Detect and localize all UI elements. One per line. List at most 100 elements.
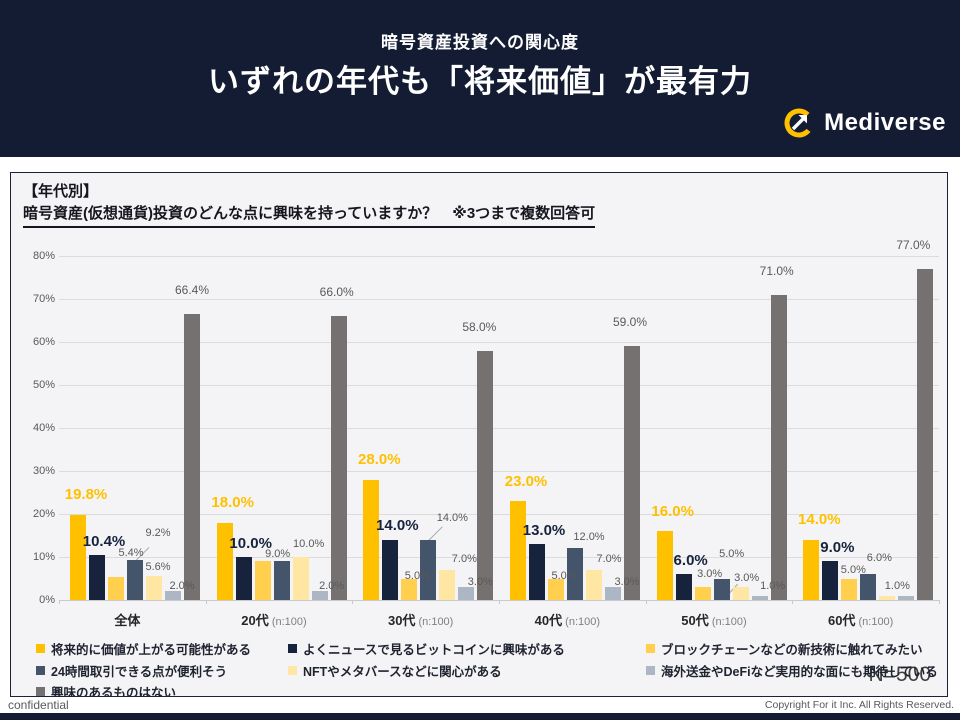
category-label: 30代 (n:100) (388, 610, 453, 630)
bar-value-label: 9.2% (145, 526, 171, 539)
bar-value-label: 10.4% (82, 532, 126, 550)
bar-value-label: 12.0% (573, 530, 605, 543)
legend-item: 海外送金やDeFiなど実用的な面にも期待している (646, 661, 938, 680)
bar-value-label: 2.0% (319, 579, 345, 592)
category-label: 20代 (n:100) (241, 610, 306, 630)
bar-value-label: 14.0% (798, 511, 841, 529)
legend-item: NFTやメタバースなどに関心がある (288, 661, 502, 680)
legend-label: 海外送金やDeFiなど実用的な面にも期待している (661, 665, 938, 679)
bar-series2-group0 (108, 576, 124, 600)
x-axis-tick (645, 600, 647, 604)
chart-heading-line1: 【年代別】 (23, 183, 99, 200)
category-name: 20代 (241, 613, 269, 628)
gridline (59, 256, 939, 257)
bar-series0-group4 (656, 531, 673, 600)
category-sample-size: (n:100) (562, 616, 601, 628)
y-axis-tick-label: 20% (32, 508, 55, 520)
bar-value-label: 3.0% (697, 567, 723, 580)
legend-swatch (646, 644, 655, 653)
bar-series1-group0 (89, 555, 105, 600)
bar-value-label: 71.0% (759, 263, 794, 278)
bar-value-label: 7.0% (451, 553, 477, 566)
bar-value-label: 18.0% (211, 494, 254, 512)
bar-series6-group1 (330, 316, 347, 600)
x-axis-tick (499, 600, 500, 604)
bar-series0-group0 (70, 514, 86, 600)
bar-value-label: 10.0% (229, 534, 272, 552)
bar-value-label: 3.0% (734, 571, 760, 584)
bar-series0-group1 (216, 522, 233, 600)
legend-swatch (646, 666, 655, 675)
bar-series4-group2 (439, 569, 456, 600)
x-axis-tick (205, 600, 207, 604)
legend-item: 将来的に価値が上がる可能性がある (36, 639, 251, 658)
gridline (59, 514, 939, 515)
logo-text: Mediverse (824, 109, 946, 136)
bar-series4-group5 (879, 595, 896, 600)
legend-label: NFTやメタバースなどに関心がある (303, 665, 502, 679)
legend-label: よくニュースで見るビットコインに興味がある (303, 643, 565, 657)
category-sample-size: (n:100) (268, 616, 307, 628)
bar-value-label: 66.4% (174, 283, 210, 298)
legend-swatch (288, 666, 297, 675)
y-axis-tick-label: 70% (32, 293, 55, 305)
bar-series0-group2 (363, 479, 380, 600)
bar-value-label: 5.0% (404, 570, 430, 582)
category-name: 40代 (534, 613, 563, 628)
bar-value-label: 77.0% (896, 237, 931, 252)
category-label: 全体 (114, 610, 140, 630)
bar-value-label: 16.0% (651, 502, 694, 520)
bar-series6-group3 (624, 346, 640, 600)
legend-label: 24時間取引できる点が便利そう (51, 665, 228, 679)
sample-size-label: N=500 (868, 663, 931, 686)
x-axis-tick (59, 600, 60, 604)
bottom-accent-bar (0, 713, 960, 720)
bar-series4-group3 (586, 569, 602, 600)
gridline (59, 342, 939, 343)
bar-value-label: 9.0% (265, 547, 291, 560)
bar-value-label: 2.0% (169, 579, 195, 592)
bar-value-label: 5.6% (145, 561, 171, 574)
bar-value-label: 7.0% (596, 553, 622, 566)
bar-series3-group3 (567, 548, 583, 600)
bar-series3-group2 (420, 539, 437, 600)
bar-series0-group3 (510, 501, 526, 600)
bar-chart: 0% 10% 20% 30% 40% 50% 60% 70% 80% 19.8% 10.4% 5.4%… (11, 173, 947, 696)
bar-value-label: 5.0% (840, 564, 866, 576)
bar-value-label: 23.0% (504, 472, 548, 490)
legend-label: 興味のあるものはない (51, 686, 177, 700)
category-label: 50代 (n:100) (681, 610, 746, 630)
bar-series6-group2 (477, 350, 494, 600)
bar-value-label: 5.0% (551, 570, 577, 582)
header-subtitle: 暗号資産投資への関心度 (381, 33, 579, 52)
legend-item: 興味のあるものはない (36, 682, 176, 701)
bar-series1-group3 (529, 544, 545, 600)
legend-swatch (36, 666, 45, 675)
bar-value-label: 9.0% (820, 538, 855, 556)
mediverse-logo: Mediverse (782, 106, 946, 140)
bar-series3-group4 (713, 578, 730, 600)
category-label: 60代 (n:100) (828, 610, 893, 630)
bar-series1-group1 (235, 557, 252, 600)
legend-item: よくニュースで見るビットコインに興味がある (288, 639, 565, 658)
bar-value-label: 19.8% (64, 486, 108, 504)
y-axis-tick-label: 0% (39, 594, 55, 606)
bar-series3-group0 (127, 560, 143, 600)
bar-series6-group0 (184, 314, 200, 600)
bar-series1-group2 (382, 539, 399, 600)
category-name: 30代 (387, 613, 416, 628)
legend-swatch (36, 687, 45, 696)
bar-value-label: 14.0% (436, 512, 468, 525)
bar-series2-group4 (694, 587, 711, 600)
bar-series5-group1 (311, 591, 328, 600)
bar-series5-group5 (898, 595, 915, 600)
bar-value-label: 10.0% (293, 537, 325, 550)
legend-item: ブロックチェーンなどの新技術に触れてみたい (646, 639, 923, 658)
bar-series0-group5 (803, 539, 820, 600)
bar-value-label: 6.0% (673, 551, 708, 569)
category-sample-size: (n:100) (415, 616, 454, 628)
bar-value-label: 5.4% (118, 547, 144, 560)
y-axis-tick-label: 10% (32, 551, 55, 563)
chart-heading: 【年代別】 暗号資産(仮想通貨)投資のどんな点に興味を持っていますか？ ※3つま… (23, 181, 596, 228)
bar-series5-group4 (751, 595, 768, 600)
